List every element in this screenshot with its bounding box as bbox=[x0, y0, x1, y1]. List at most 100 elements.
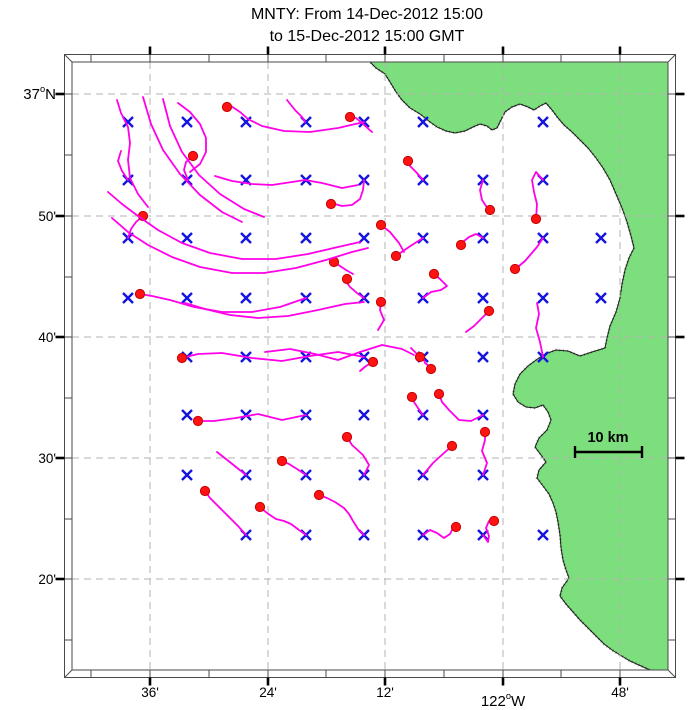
figure-title-line1: MNTY: From 14-Dec-2012 15:00 bbox=[251, 6, 483, 23]
trajectory-end-dot bbox=[367, 356, 379, 368]
trajectory-end-dot bbox=[483, 305, 495, 317]
grid-x-marker bbox=[537, 529, 549, 541]
trajectory-end-dot bbox=[509, 263, 521, 275]
grid-x-marker bbox=[240, 292, 252, 304]
trajectory-end-dot bbox=[402, 155, 414, 167]
drifter-trajectory bbox=[318, 494, 365, 536]
trajectory-end-dot bbox=[530, 213, 542, 225]
trajectory-end-dot bbox=[488, 515, 500, 527]
grid-x-marker bbox=[181, 409, 193, 421]
frame-bevel bbox=[667, 54, 676, 63]
trajectory-end-dot bbox=[414, 351, 426, 363]
trajectory-end-dot bbox=[428, 268, 440, 280]
drifter-trajectory bbox=[346, 436, 370, 476]
drifter-trajectory bbox=[214, 175, 359, 189]
frame-bevel bbox=[667, 669, 676, 678]
drifter-trajectory bbox=[481, 431, 488, 476]
trajectory-end-dot bbox=[254, 501, 266, 513]
grid-x-marker bbox=[595, 292, 607, 304]
y-axis-tick-label: 30' bbox=[38, 451, 56, 466]
grid-x-marker bbox=[300, 232, 312, 244]
grid-x-marker bbox=[537, 116, 549, 128]
drifter-trajectory bbox=[380, 224, 405, 253]
grid-x-marker bbox=[595, 232, 607, 244]
drifter-trajectory bbox=[142, 96, 243, 223]
trajectory-end-dot bbox=[390, 250, 402, 262]
drifter-trajectory bbox=[422, 273, 448, 299]
trajectory-end-dot bbox=[450, 521, 462, 533]
trajectory-end-dot bbox=[176, 352, 188, 364]
y-axis-tick-label: 37oN bbox=[23, 84, 56, 103]
y-axis-tick-label: 50' bbox=[38, 209, 56, 224]
frame-outer bbox=[64, 54, 676, 678]
drifter-trajectory bbox=[111, 217, 369, 274]
trajectory-end-dot bbox=[425, 363, 437, 375]
trajectory-end-dot bbox=[406, 391, 418, 403]
x-axis-tick-label: 36' bbox=[141, 685, 159, 700]
figure-title-line2: to 15-Dec-2012 15:00 GMT bbox=[270, 28, 465, 45]
map-layers: 37oN 50' 40' 30' 20' 36' 24' 12' 122oW 48' 10 km bbox=[23, 46, 685, 710]
trajectory-end-dot bbox=[375, 296, 387, 308]
grid-x-marker bbox=[181, 292, 193, 304]
x-axis-tick-label: 122oW bbox=[481, 691, 526, 710]
grid-x-marker bbox=[537, 292, 549, 304]
grid-x-marker bbox=[417, 116, 429, 128]
x-axis-tick-label: 48' bbox=[611, 685, 629, 700]
land-area bbox=[369, 62, 668, 670]
trajectory-end-dot bbox=[446, 440, 458, 452]
drifter-trajectory bbox=[531, 171, 544, 220]
grid-x-marker bbox=[181, 469, 193, 481]
frame-bevel bbox=[64, 669, 73, 678]
grid-x-marker bbox=[477, 351, 489, 363]
x-axis-tick-label: 24' bbox=[259, 685, 277, 700]
drifter-trajectory bbox=[184, 301, 365, 319]
trajectory-end-dot bbox=[455, 239, 467, 251]
drifter-trajectory bbox=[438, 393, 484, 422]
trajectory-end-dot bbox=[134, 288, 146, 300]
drifter-trajectory bbox=[117, 150, 129, 181]
trajectory-end-dot bbox=[433, 388, 445, 400]
frame-inner bbox=[71, 61, 669, 671]
grid-x-marker bbox=[122, 292, 134, 304]
drifter-trajectory bbox=[226, 105, 365, 133]
grid-x-marker bbox=[358, 232, 370, 244]
trajectory-end-dot bbox=[325, 198, 337, 210]
grid-x-marker bbox=[240, 409, 252, 421]
trajectory-end-dot bbox=[199, 485, 211, 497]
drifter-trajectory bbox=[264, 344, 415, 361]
scale-bar-label: 10 km bbox=[587, 430, 628, 446]
trajectory-end-dot bbox=[479, 426, 491, 438]
trajectory-end-dot bbox=[192, 415, 204, 427]
drifter-trajectory bbox=[422, 445, 453, 476]
x-axis-tick-label: 12' bbox=[376, 685, 394, 700]
trajectory-end-dot bbox=[344, 111, 356, 123]
trajectory-end-dot bbox=[187, 150, 199, 162]
grid-x-marker bbox=[358, 409, 370, 421]
grid-x-marker bbox=[181, 232, 193, 244]
drifter-trajectory bbox=[259, 506, 307, 536]
trajectory-end-dot bbox=[221, 101, 233, 113]
trajectory-end-dot bbox=[375, 219, 387, 231]
grid-x-marker bbox=[477, 292, 489, 304]
grid-x-marker bbox=[181, 116, 193, 128]
drifter-trajectory bbox=[181, 351, 365, 362]
drifter-trajectory bbox=[197, 413, 307, 422]
drifter-trajectory bbox=[204, 490, 247, 536]
drifter-trajectory bbox=[465, 310, 490, 333]
trajectory-end-dot bbox=[313, 489, 325, 501]
drifter-trajectory bbox=[286, 99, 306, 123]
drifter-trajectory bbox=[216, 451, 247, 476]
y-axis-tick-label: 40' bbox=[38, 330, 56, 345]
trajectory-end-dot bbox=[341, 431, 353, 443]
drifter-trajectory bbox=[177, 102, 207, 173]
drifter-trajectory bbox=[107, 191, 361, 260]
trajectory-end-dot bbox=[484, 204, 496, 216]
trajectory-end-dot bbox=[341, 273, 353, 285]
drifter-trajectory bbox=[116, 99, 149, 208]
grid-x-marker bbox=[240, 232, 252, 244]
frame-bevel bbox=[64, 54, 73, 63]
y-axis-tick-label: 20' bbox=[38, 572, 56, 587]
trajectory-end-dot bbox=[276, 455, 288, 467]
